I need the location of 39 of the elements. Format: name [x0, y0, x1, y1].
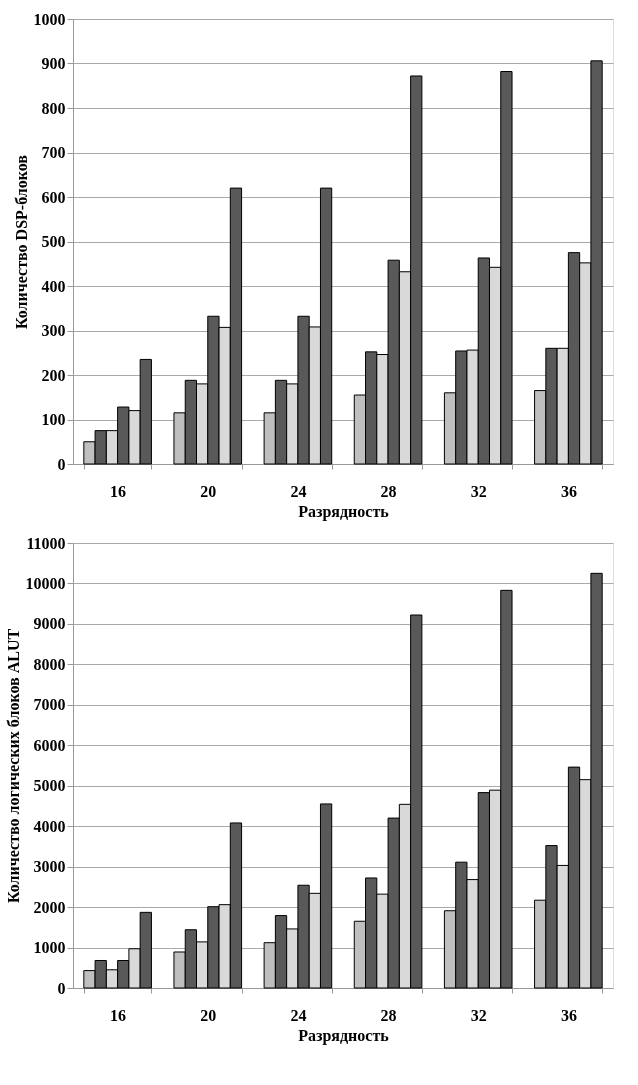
x-tick-label: 28 [380, 482, 397, 500]
y-tick-label: 500 [41, 233, 66, 250]
x-tick-label: 24 [290, 1006, 307, 1024]
y-tick-label: 400 [41, 277, 66, 295]
x-tick-label: 32 [470, 1006, 487, 1024]
x-tick-label: 20 [200, 1006, 217, 1024]
x-tick-label: 28 [380, 1006, 397, 1024]
y-tick-label: 900 [41, 55, 66, 72]
y-tick-label: 7000 [33, 696, 66, 714]
x-axis-title: Разрядность [298, 1026, 390, 1045]
y-tick-label: 700 [41, 144, 66, 161]
y-tick-label: 3000 [33, 858, 66, 876]
x-tick-label: 32 [470, 482, 487, 500]
y-tick-label: 6000 [33, 736, 66, 754]
y-tick-label: 2000 [33, 898, 66, 916]
x-tick-label: 20 [200, 482, 217, 500]
x-tick-label: 16 [110, 1006, 127, 1024]
x-tick-label: 36 [560, 1006, 577, 1024]
y-tick-label: 600 [41, 188, 66, 206]
y-axis-title: Количество логических блоков ALUT [4, 628, 22, 904]
y-axis-title: Количество DSP-блоков [12, 154, 30, 329]
y-tick-label: 9000 [33, 615, 66, 633]
y-tick-label: 200 [41, 366, 66, 384]
y-tick-label: 0 [57, 455, 66, 473]
x-tick-label: 16 [110, 482, 127, 500]
y-tick-label: 300 [41, 322, 66, 339]
y-tick-label: 5000 [33, 777, 66, 795]
x-axis-title: Разрядность [298, 502, 390, 521]
y-tick-label: 4000 [33, 817, 66, 835]
y-tick-label: 800 [41, 99, 66, 117]
y-tick-label: 10000 [25, 574, 66, 592]
y-tick-label: 8000 [33, 655, 66, 673]
y-tick-label: 0 [57, 979, 66, 997]
y-tick-label: 100 [41, 411, 66, 428]
y-tick-label: 1000 [33, 939, 66, 957]
y-tick-label: 11000 [26, 534, 66, 552]
x-tick-label: 36 [560, 482, 577, 500]
y-tick-label: 1000 [33, 10, 66, 28]
x-tick-label: 24 [290, 482, 307, 500]
